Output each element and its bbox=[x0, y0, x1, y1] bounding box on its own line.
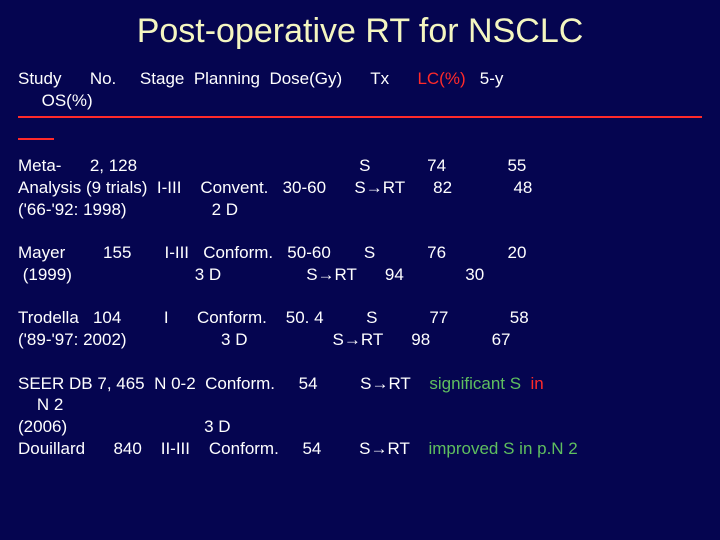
slide: Post-operative RT for NSCLC Study No. St… bbox=[0, 0, 720, 540]
row-trodella-1: Trodella 104 I Conform. 50. 4 S 77 58 bbox=[18, 308, 529, 327]
seer-note-in: in bbox=[531, 374, 544, 393]
divider-stub bbox=[18, 138, 54, 140]
header-line-1: Study No. Stage Planning Dose(Gy) Tx LC(… bbox=[18, 69, 503, 88]
row-meta-1: Meta- 2, 128 S 74 55 bbox=[18, 156, 526, 175]
row-mayer-1: Mayer 155 I-III Conform. 50-60 S 76 20 bbox=[18, 243, 526, 262]
seer-note: significant S bbox=[429, 374, 521, 393]
slide-body: Study No. Stage Planning Dose(Gy) Tx LC(… bbox=[18, 68, 702, 460]
douillard-note: improved S in p.N 2 bbox=[428, 439, 577, 458]
divider-line bbox=[18, 116, 702, 118]
row-mayer-2: (1999) 3 D S→RT 94 30 bbox=[18, 265, 484, 284]
header-lc: LC(%) bbox=[417, 69, 465, 88]
row-meta-2: Analysis (9 trials) I-III Convent. 30-60… bbox=[18, 178, 532, 197]
row-meta-3: ('66-'92: 1998) 2 D bbox=[18, 200, 238, 219]
row-douillard: Douillard 840 II-III Conform. 54 S→RT im… bbox=[18, 439, 578, 458]
row-seer-3: (2006) 3 D bbox=[18, 417, 231, 436]
slide-title: Post-operative RT for NSCLC bbox=[0, 12, 720, 51]
row-seer-2: N 2 bbox=[18, 395, 63, 414]
header-line-2: OS(%) bbox=[18, 91, 93, 110]
row-seer-1: SEER DB 7, 465 N 0-2 Conform. 54 S→RT si… bbox=[18, 374, 544, 393]
row-trodella-2: ('89-'97: 2002) 3 D S→RT 98 67 bbox=[18, 330, 511, 349]
